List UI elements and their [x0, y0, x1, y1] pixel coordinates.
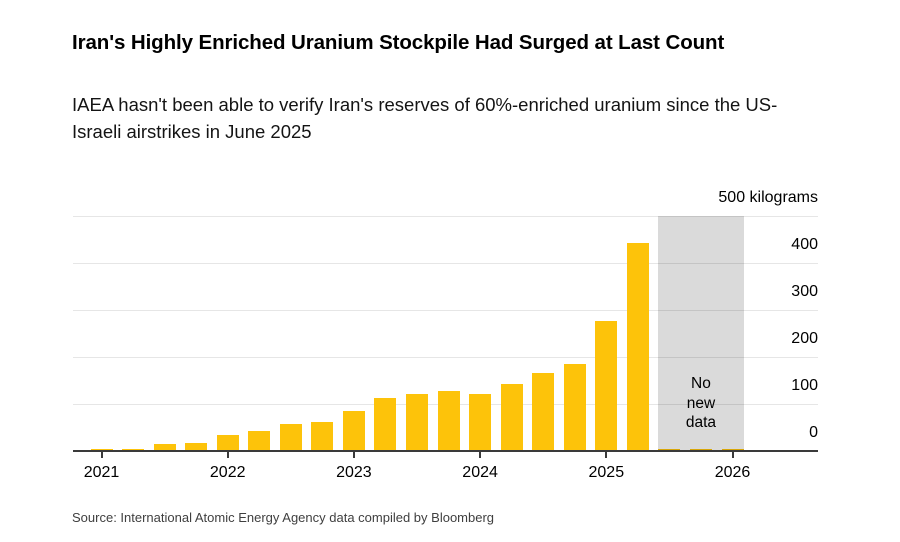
bar: [437, 390, 460, 451]
bar: [563, 364, 586, 451]
bar: [626, 242, 649, 451]
bar: [216, 434, 239, 451]
bar: [342, 411, 365, 451]
no-data-band: [657, 216, 744, 451]
bar: [185, 442, 208, 451]
bar: [374, 397, 397, 451]
y-axis-label: 200: [791, 330, 818, 347]
x-axis-line: [73, 450, 818, 452]
source-note: Source: International Atomic Energy Agen…: [72, 510, 495, 525]
no-data-label-line: No: [691, 375, 711, 392]
y-axis-label: 400: [791, 236, 818, 253]
bar: [500, 383, 523, 451]
bar: [406, 393, 428, 451]
bar: [279, 423, 302, 451]
x-tick: [605, 452, 608, 458]
x-axis-label: 2022: [209, 464, 246, 481]
x-tick: [731, 452, 734, 458]
x-axis-label: 2021: [83, 464, 120, 481]
x-tick: [226, 452, 229, 458]
y-axis-label: 300: [791, 283, 818, 300]
bar: [532, 372, 555, 451]
y-axis-unit-label: 500 kilograms: [718, 189, 818, 206]
x-axis-label: 2025: [588, 464, 625, 481]
bar: [595, 320, 618, 451]
x-axis-label: 2024: [462, 464, 498, 481]
x-axis-label: 2023: [336, 464, 372, 481]
no-data-label-line: data: [685, 414, 717, 431]
plot-area: No new data 2021 2022 2023 2024 2025 2026 0 100 200…: [73, 189, 818, 481]
chart-subtitle: IAEA hasn't been able to verify Iran's r…: [72, 94, 778, 142]
gridline: [73, 216, 818, 217]
x-axis-label: 2026: [714, 464, 751, 481]
no-data-label-line: new: [686, 394, 716, 412]
x-tick: [100, 452, 103, 458]
bar: [153, 443, 176, 451]
y-axis-label: 0: [809, 424, 818, 441]
gridline: [73, 263, 818, 264]
bar: [469, 394, 492, 451]
bar: [248, 430, 271, 451]
gridline: [73, 310, 818, 311]
chart-title: Iran's Highly Enriched Uranium Stockpile…: [72, 31, 725, 54]
bar: [311, 421, 334, 451]
x-tick: [352, 452, 355, 458]
x-tick: [479, 452, 482, 458]
y-axis-label: 100: [791, 377, 818, 394]
gridline: [73, 357, 818, 358]
no-data-label: No new data: [658, 374, 744, 433]
